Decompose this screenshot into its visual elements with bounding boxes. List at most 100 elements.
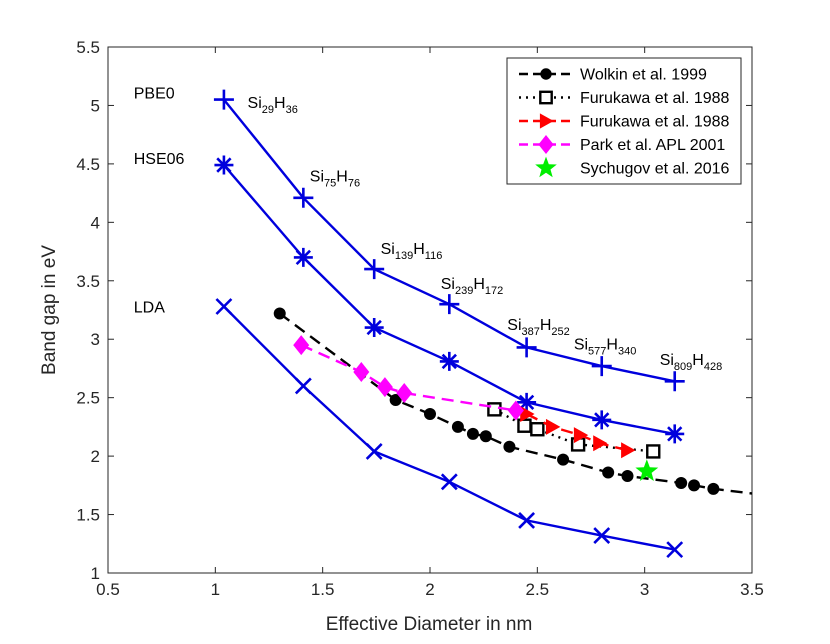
cross-marker [666, 541, 684, 559]
square-marker [487, 402, 502, 417]
legend-entry: Park et al. APL 2001 [519, 135, 725, 154]
y-axis-label: Band gap in eV [39, 245, 60, 375]
circle-marker [466, 427, 479, 440]
circle-marker [273, 307, 286, 320]
series-line [278, 312, 753, 495]
cross-marker [593, 527, 611, 545]
annotation-subscript: 75 [324, 177, 336, 189]
x-axis-ticks: 0.5 1 1.5 2 2.5 3 3.5 [96, 47, 764, 599]
plus-marker [664, 371, 685, 392]
circle-marker [688, 479, 701, 492]
triangle-marker [621, 442, 636, 459]
plus-marker [213, 89, 234, 110]
circle-marker [621, 469, 634, 482]
annotation-element: H [413, 241, 425, 258]
annotation: PBE0 [134, 85, 175, 102]
legend-label: Furukawa et al. 1988 [580, 114, 730, 131]
diamond-marker [507, 400, 524, 421]
square-marker [646, 444, 661, 459]
annotation-subscript: 809 [674, 361, 692, 373]
y-tick-label: 1 [91, 564, 100, 583]
annotation-subscript: 387 [522, 326, 540, 338]
series-4 [487, 402, 661, 459]
star-marker [635, 459, 659, 481]
annotation-element: Si [248, 95, 262, 112]
annotation: Si239H172 [441, 276, 504, 297]
triangle-marker [545, 418, 561, 435]
square-marker [530, 422, 545, 437]
diamond-marker [538, 135, 554, 154]
y-tick-label: 4 [91, 213, 100, 232]
asterisk-marker [665, 424, 685, 444]
triangle-marker [520, 406, 535, 423]
circle-marker [675, 476, 688, 489]
legend-entry: Sychugov et al. 2016 [535, 156, 730, 178]
star-marker [535, 156, 557, 178]
circle-marker [540, 68, 552, 80]
annotation-subscript: 428 [704, 361, 722, 373]
y-tick-label: 2.5 [76, 389, 100, 408]
annotation-element: H [692, 352, 704, 369]
annotation-element: Si [507, 317, 521, 334]
circle-marker [424, 408, 436, 421]
x-tick-label: 0.5 [96, 580, 120, 599]
series-5 [520, 406, 636, 459]
y-tick-label: 5.5 [76, 38, 100, 57]
annotation-subscript: 577 [588, 346, 606, 358]
y-tick-label: 3 [91, 330, 100, 349]
plus-marker [364, 259, 385, 280]
annotation: Si809H428 [660, 352, 723, 373]
plus-marker [439, 294, 460, 315]
triangle-marker [593, 435, 608, 452]
x-tick-label: 2 [425, 580, 434, 599]
x-tick-label: 1 [211, 580, 220, 599]
annotation-subscript: 36 [286, 104, 298, 116]
x-tick-label: 1.5 [311, 580, 335, 599]
diamond-marker [353, 361, 370, 382]
series-1 [214, 155, 685, 444]
plus-marker [516, 337, 537, 358]
asterisk-marker [364, 318, 384, 338]
x-axis-label: Effective Diameter in nm [326, 614, 533, 635]
legend-label: Wolkin et al. 1999 [580, 67, 707, 84]
plus-marker [293, 187, 314, 208]
series-2 [215, 298, 684, 559]
cross-marker [215, 298, 233, 315]
triangle-marker [573, 427, 589, 444]
x-tick-label: 3.5 [740, 580, 764, 599]
annotation-subscript: 139 [395, 250, 413, 262]
annotation-element: H [473, 276, 485, 293]
asterisk-marker [214, 155, 234, 175]
annotation-subscript: 76 [348, 177, 360, 189]
legend-entry: Furukawa et al. 1988 [519, 113, 730, 131]
annotation-element: H [336, 168, 348, 185]
y-tick-label: 3.5 [76, 272, 100, 291]
y-tick-label: 2 [91, 447, 100, 466]
annotation-element: Si [574, 337, 588, 354]
series-3 [273, 307, 753, 495]
annotation-subscript: 29 [262, 104, 274, 116]
annotations: PBE0HSE06LDASi29H36Si75H76Si139H116Si239… [134, 85, 722, 373]
legend: Wolkin et al. 1999 Furukawa et al. 1988 Fu… [506, 57, 742, 185]
y-axis-ticks: 1 1.5 2 2.5 3 3.5 4 4.5 5 5.5 [76, 38, 752, 583]
annotation-element: H [540, 317, 552, 334]
data-series [213, 89, 753, 559]
annotation-element: Si [310, 168, 324, 185]
annotation-subscript: 239 [455, 285, 473, 297]
annotation: LDA [134, 299, 165, 316]
annotation-subscript: 172 [485, 285, 503, 297]
series-line [493, 408, 654, 453]
cross-marker [518, 511, 536, 529]
annotation-subscript: 340 [618, 346, 636, 358]
asterisk-marker [592, 410, 612, 430]
circle-marker [451, 420, 464, 433]
diamond-marker [293, 335, 310, 356]
y-tick-label: 4.5 [76, 155, 100, 174]
annotation-element: Si [441, 276, 455, 293]
y-tick-label: 1.5 [76, 506, 100, 525]
annotation-element: Si [381, 241, 395, 258]
annotation-element: H [274, 95, 286, 112]
asterisk-marker [439, 351, 459, 371]
cross-marker [365, 443, 383, 460]
diamond-marker [376, 377, 393, 398]
